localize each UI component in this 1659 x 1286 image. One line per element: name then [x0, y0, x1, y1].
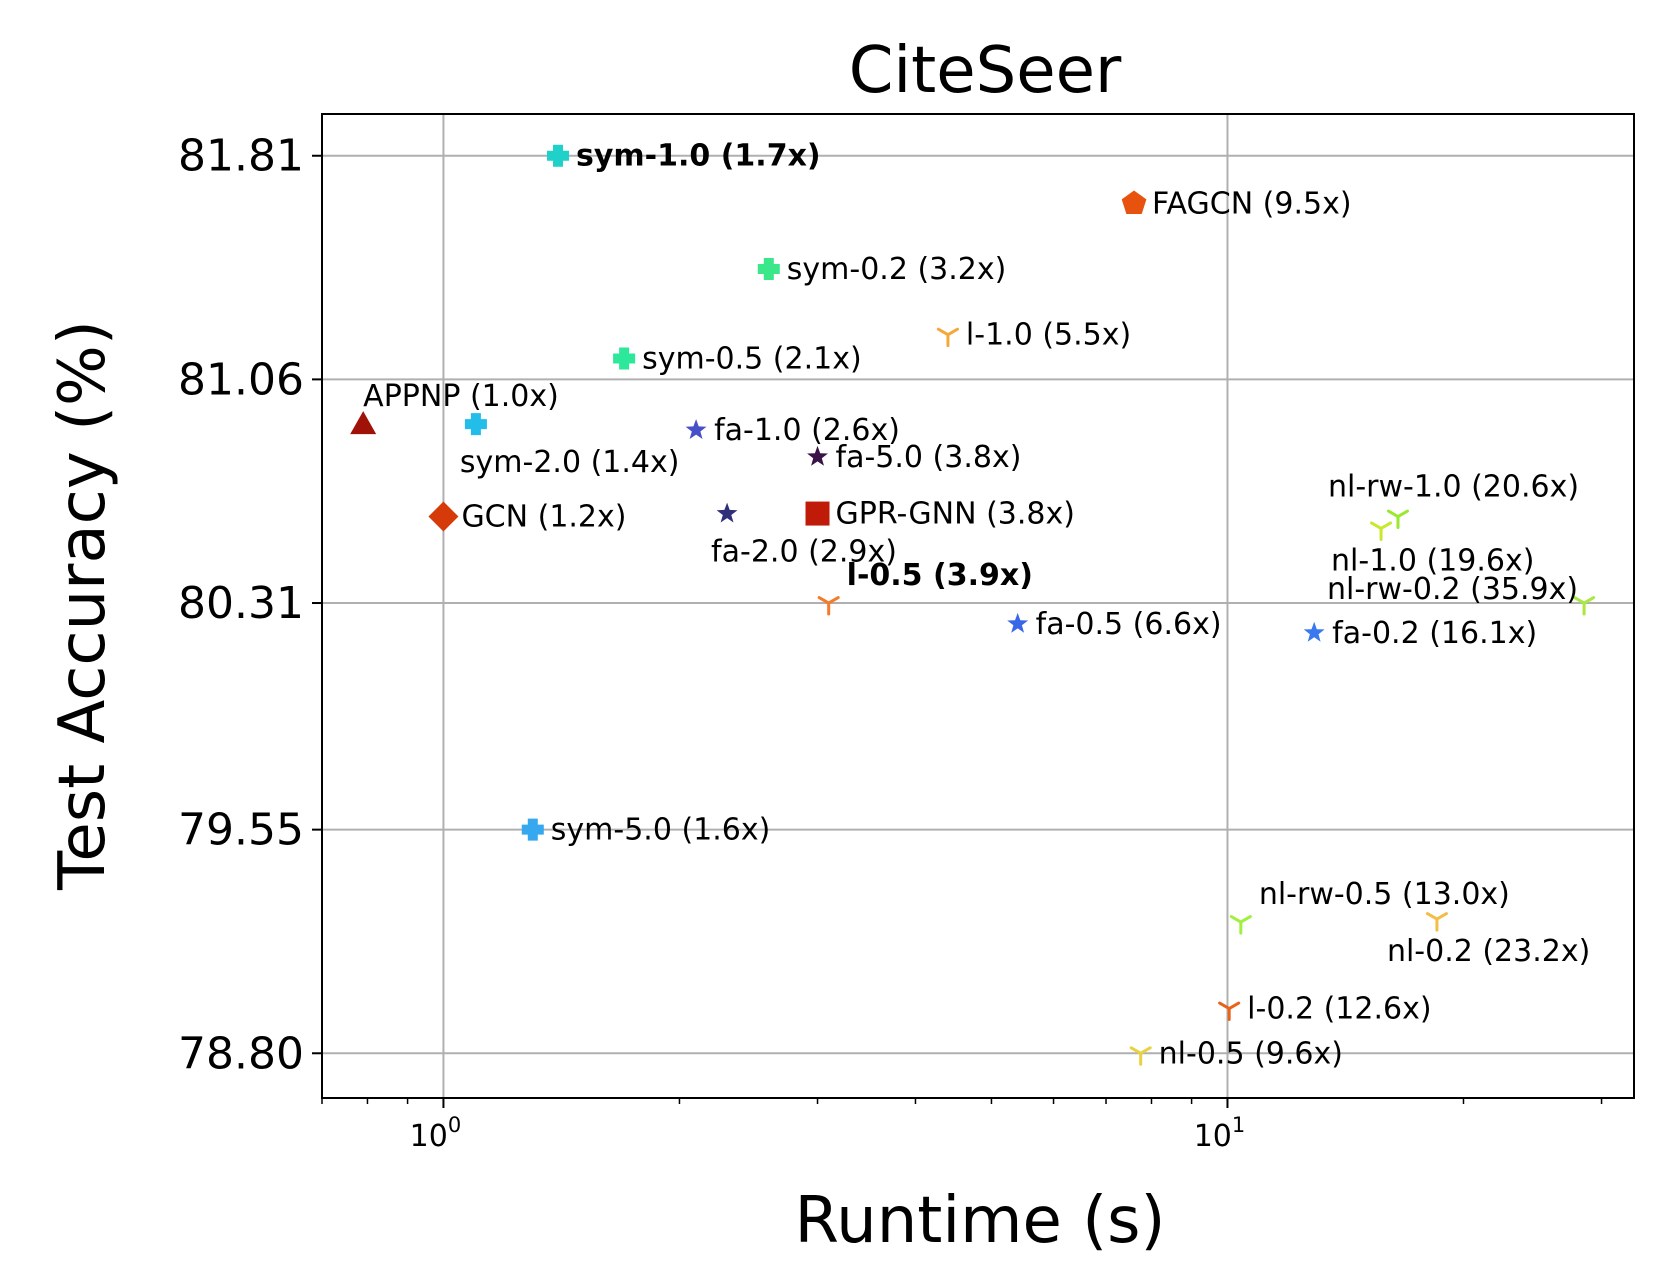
y-tick-label: 80.31	[178, 578, 304, 629]
point-label: l-1.0 (5.5x)	[966, 318, 1131, 353]
point-marker	[1229, 915, 1243, 924]
point-marker	[1573, 596, 1586, 605]
data-points: sym-1.0 (1.7x) FAGCN (9.5x) sym-0.2 (3.2x)…	[350, 139, 1596, 1071]
point-label: GCN (1.2x)	[461, 500, 626, 535]
x-tick-label: 100	[410, 1113, 462, 1154]
point-marker	[1582, 596, 1596, 605]
point-marker	[817, 596, 831, 605]
point-marker	[464, 413, 487, 436]
point-label: nl-rw-1.0 (20.6x)	[1328, 470, 1579, 505]
point-label: fa-1.0 (2.6x)	[714, 413, 900, 448]
point-marker	[1227, 1001, 1241, 1011]
point-label: GPR-GNN (3.8x)	[836, 497, 1075, 532]
point-marker	[1303, 621, 1325, 642]
point-marker	[521, 818, 544, 841]
point-label: sym-1.0 (1.7x)	[576, 139, 821, 174]
point-label: fa-0.5 (6.6x)	[1036, 607, 1222, 642]
axis-ticks: 78.80 79.55 80.31 81.06 81.81 100 101	[178, 131, 1603, 1154]
point-marker	[428, 501, 459, 532]
y-tick-label: 78.80	[178, 1028, 304, 1079]
point-label: fa-0.2 (16.1x)	[1332, 616, 1537, 651]
y-axis-label: Test Accuracy (%)	[46, 320, 120, 891]
point-marker	[1386, 509, 1400, 519]
point-label: nl-rw-0.2 (35.9x)	[1327, 572, 1578, 607]
y-tick-label: 81.06	[178, 354, 304, 405]
point-label: l-0.5 (3.9x)	[847, 558, 1033, 593]
point-label: sym-5.0 (1.6x)	[551, 813, 771, 848]
point-label: l-0.2 (12.6x)	[1247, 992, 1431, 1027]
point-marker	[1425, 912, 1439, 921]
point-marker	[1139, 1046, 1152, 1055]
point-label: nl-0.5 (9.6x)	[1159, 1036, 1343, 1071]
point-marker	[827, 596, 840, 605]
x-axis-label: Runtime (s)	[795, 1184, 1166, 1258]
chart-title: CiteSeer	[849, 34, 1122, 108]
point-marker	[1370, 521, 1383, 530]
point-marker	[547, 144, 570, 167]
point-marker	[946, 327, 959, 337]
point-marker	[685, 419, 707, 439]
point-marker	[1435, 912, 1448, 921]
point-label: nl-1.0 (19.6x)	[1331, 543, 1534, 578]
point-marker	[613, 347, 636, 370]
point-label: fa-2.0 (2.9x)	[711, 535, 897, 570]
point-label: FAGCN (9.5x)	[1152, 186, 1352, 221]
point-label: nl-0.2 (23.2x)	[1387, 934, 1590, 969]
y-tick-label: 79.55	[178, 805, 304, 856]
point-marker	[1121, 190, 1147, 214]
point-marker	[807, 445, 828, 466]
plot-frame	[321, 113, 1635, 1099]
point-label: nl-rw-0.5 (13.0x)	[1259, 877, 1510, 912]
point-marker	[350, 411, 377, 435]
point-marker	[1239, 915, 1252, 924]
point-label: sym-0.2 (3.2x)	[787, 252, 1007, 287]
point-label: sym-2.0 (1.4x)	[460, 445, 680, 480]
y-tick-label: 81.81	[178, 131, 304, 182]
point-marker	[1379, 521, 1393, 530]
point-marker	[716, 502, 738, 523]
point-marker	[1007, 612, 1029, 633]
point-marker	[1129, 1046, 1143, 1055]
point-marker	[1218, 1001, 1231, 1011]
x-tick-label: 101	[1194, 1113, 1246, 1154]
point-marker	[757, 258, 780, 281]
point-label: APPNP (1.0x)	[363, 379, 559, 414]
point-marker	[936, 327, 950, 337]
point-marker	[1396, 509, 1410, 519]
point-label: sym-0.5 (2.1x)	[642, 342, 862, 377]
point-marker	[805, 501, 830, 526]
point-label: fa-5.0 (3.8x)	[836, 440, 1022, 475]
